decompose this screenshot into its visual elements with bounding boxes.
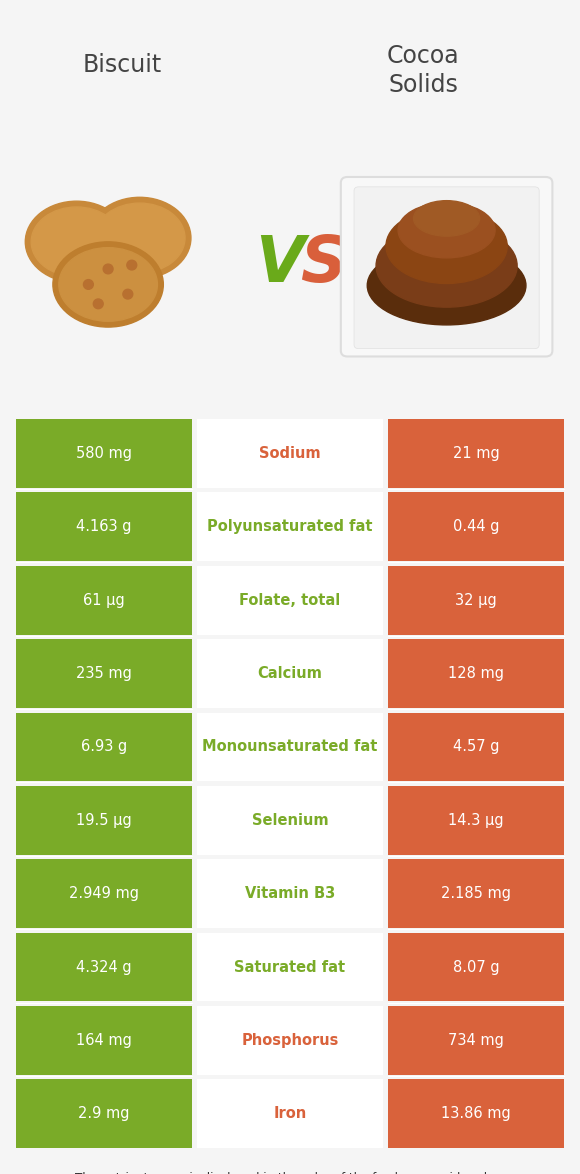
Text: 4.324 g: 4.324 g	[77, 959, 132, 974]
Bar	[388, 566, 564, 634]
Bar	[197, 713, 383, 782]
Text: Iron: Iron	[273, 1106, 307, 1121]
Bar	[197, 1006, 383, 1075]
Text: 734 mg: 734 mg	[448, 1033, 504, 1048]
Bar	[16, 932, 192, 1001]
Ellipse shape	[376, 224, 517, 308]
Ellipse shape	[367, 247, 526, 325]
Text: 580 mg: 580 mg	[76, 446, 132, 461]
FancyBboxPatch shape	[354, 187, 539, 349]
Text: 4.163 g: 4.163 g	[77, 519, 132, 534]
Text: 128 mg: 128 mg	[448, 666, 504, 681]
Text: Polyunsaturated fat: Polyunsaturated fat	[207, 519, 373, 534]
Text: Saturated fat: Saturated fat	[234, 959, 346, 974]
Bar	[197, 639, 383, 708]
Text: 13.86 mg: 13.86 mg	[441, 1106, 511, 1121]
Ellipse shape	[386, 209, 507, 283]
Bar	[197, 419, 383, 488]
Bar	[16, 1080, 192, 1148]
Text: Monounsaturated fat: Monounsaturated fat	[202, 740, 378, 755]
Bar	[197, 932, 383, 1001]
Text: Biscuit: Biscuit	[82, 53, 161, 76]
Ellipse shape	[53, 242, 164, 328]
Text: 2.185 mg: 2.185 mg	[441, 886, 511, 902]
Bar	[197, 787, 383, 855]
Circle shape	[103, 264, 113, 274]
Ellipse shape	[31, 207, 122, 277]
Bar	[388, 419, 564, 488]
Text: The nutrient name is displayed in the color of the food we considered as
'winner: The nutrient name is displayed in the co…	[57, 1172, 523, 1174]
Bar	[16, 787, 192, 855]
Ellipse shape	[88, 197, 191, 278]
Circle shape	[84, 279, 93, 289]
Bar	[388, 713, 564, 782]
Bar	[388, 639, 564, 708]
Text: 2.949 mg: 2.949 mg	[69, 886, 139, 902]
Text: Phosphorus: Phosphorus	[241, 1033, 339, 1048]
Circle shape	[123, 289, 133, 299]
Bar	[388, 493, 564, 561]
Bar	[16, 859, 192, 927]
Text: V: V	[255, 234, 304, 295]
Bar	[16, 1006, 192, 1075]
Bar	[197, 859, 383, 927]
Ellipse shape	[398, 203, 495, 258]
Text: 2.9 mg: 2.9 mg	[78, 1106, 130, 1121]
Bar	[388, 859, 564, 927]
Circle shape	[93, 299, 103, 309]
Text: S: S	[300, 234, 346, 295]
Bar	[16, 493, 192, 561]
Bar	[16, 713, 192, 782]
Bar	[16, 639, 192, 708]
Circle shape	[127, 261, 137, 270]
Text: Selenium: Selenium	[252, 812, 328, 828]
Bar	[16, 566, 192, 634]
Text: 19.5 μg: 19.5 μg	[76, 812, 132, 828]
Text: 21 mg: 21 mg	[452, 446, 499, 461]
Text: 6.93 g: 6.93 g	[81, 740, 127, 755]
Bar	[16, 419, 192, 488]
Text: Sodium: Sodium	[259, 446, 321, 461]
Text: Folate, total: Folate, total	[240, 593, 340, 608]
Ellipse shape	[414, 201, 480, 236]
Text: 4.57 g: 4.57 g	[452, 740, 499, 755]
Bar	[388, 1006, 564, 1075]
Ellipse shape	[26, 201, 128, 283]
Text: 61 μg: 61 μg	[84, 593, 125, 608]
Text: 235 mg: 235 mg	[76, 666, 132, 681]
Bar	[197, 566, 383, 634]
Bar	[388, 932, 564, 1001]
Text: 32 μg: 32 μg	[455, 593, 496, 608]
Bar	[388, 787, 564, 855]
Bar	[197, 1080, 383, 1148]
Text: Cocoa
Solids: Cocoa Solids	[387, 45, 460, 96]
Text: 164 mg: 164 mg	[76, 1033, 132, 1048]
Text: Calcium: Calcium	[258, 666, 322, 681]
FancyBboxPatch shape	[341, 177, 552, 357]
Ellipse shape	[59, 248, 157, 322]
Text: Vitamin B3: Vitamin B3	[245, 886, 335, 902]
Text: 8.07 g: 8.07 g	[452, 959, 499, 974]
Bar	[197, 493, 383, 561]
Text: 14.3 μg: 14.3 μg	[448, 812, 503, 828]
Bar	[388, 1080, 564, 1148]
Text: 0.44 g: 0.44 g	[452, 519, 499, 534]
Ellipse shape	[95, 203, 185, 272]
